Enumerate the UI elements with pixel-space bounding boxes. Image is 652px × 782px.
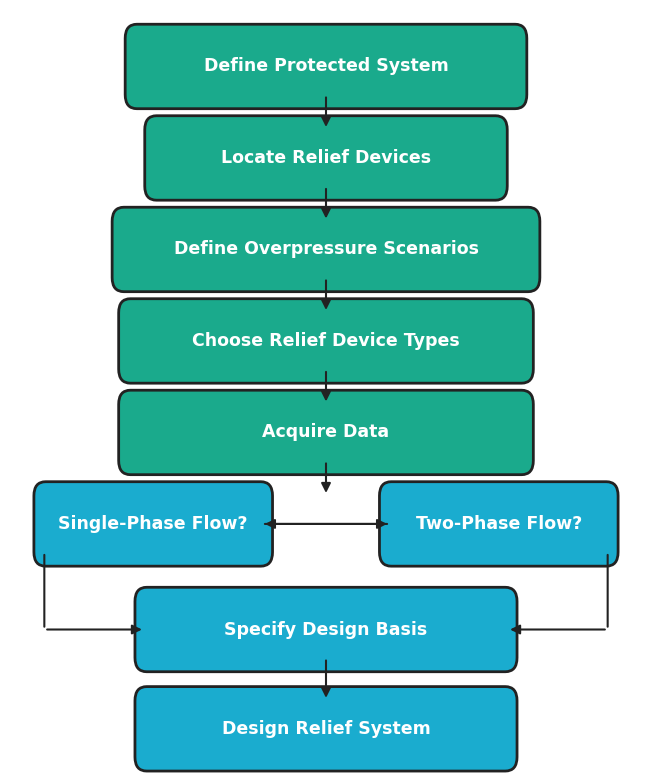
Text: Define Overpressure Scenarios: Define Overpressure Scenarios	[173, 240, 479, 259]
FancyBboxPatch shape	[125, 24, 527, 109]
FancyBboxPatch shape	[119, 390, 533, 475]
Text: Choose Relief Device Types: Choose Relief Device Types	[192, 332, 460, 350]
FancyBboxPatch shape	[112, 207, 540, 292]
Text: Locate Relief Devices: Locate Relief Devices	[221, 149, 431, 167]
Text: Single-Phase Flow?: Single-Phase Flow?	[59, 515, 248, 533]
FancyBboxPatch shape	[135, 587, 517, 672]
FancyBboxPatch shape	[34, 482, 273, 566]
FancyBboxPatch shape	[145, 116, 507, 200]
Text: Specify Design Basis: Specify Design Basis	[224, 620, 428, 639]
Text: Acquire Data: Acquire Data	[263, 423, 389, 442]
Text: Two-Phase Flow?: Two-Phase Flow?	[416, 515, 582, 533]
FancyBboxPatch shape	[379, 482, 618, 566]
FancyBboxPatch shape	[135, 687, 517, 771]
Text: Design Relief System: Design Relief System	[222, 719, 430, 738]
Text: Define Protected System: Define Protected System	[203, 57, 449, 76]
FancyBboxPatch shape	[119, 299, 533, 383]
